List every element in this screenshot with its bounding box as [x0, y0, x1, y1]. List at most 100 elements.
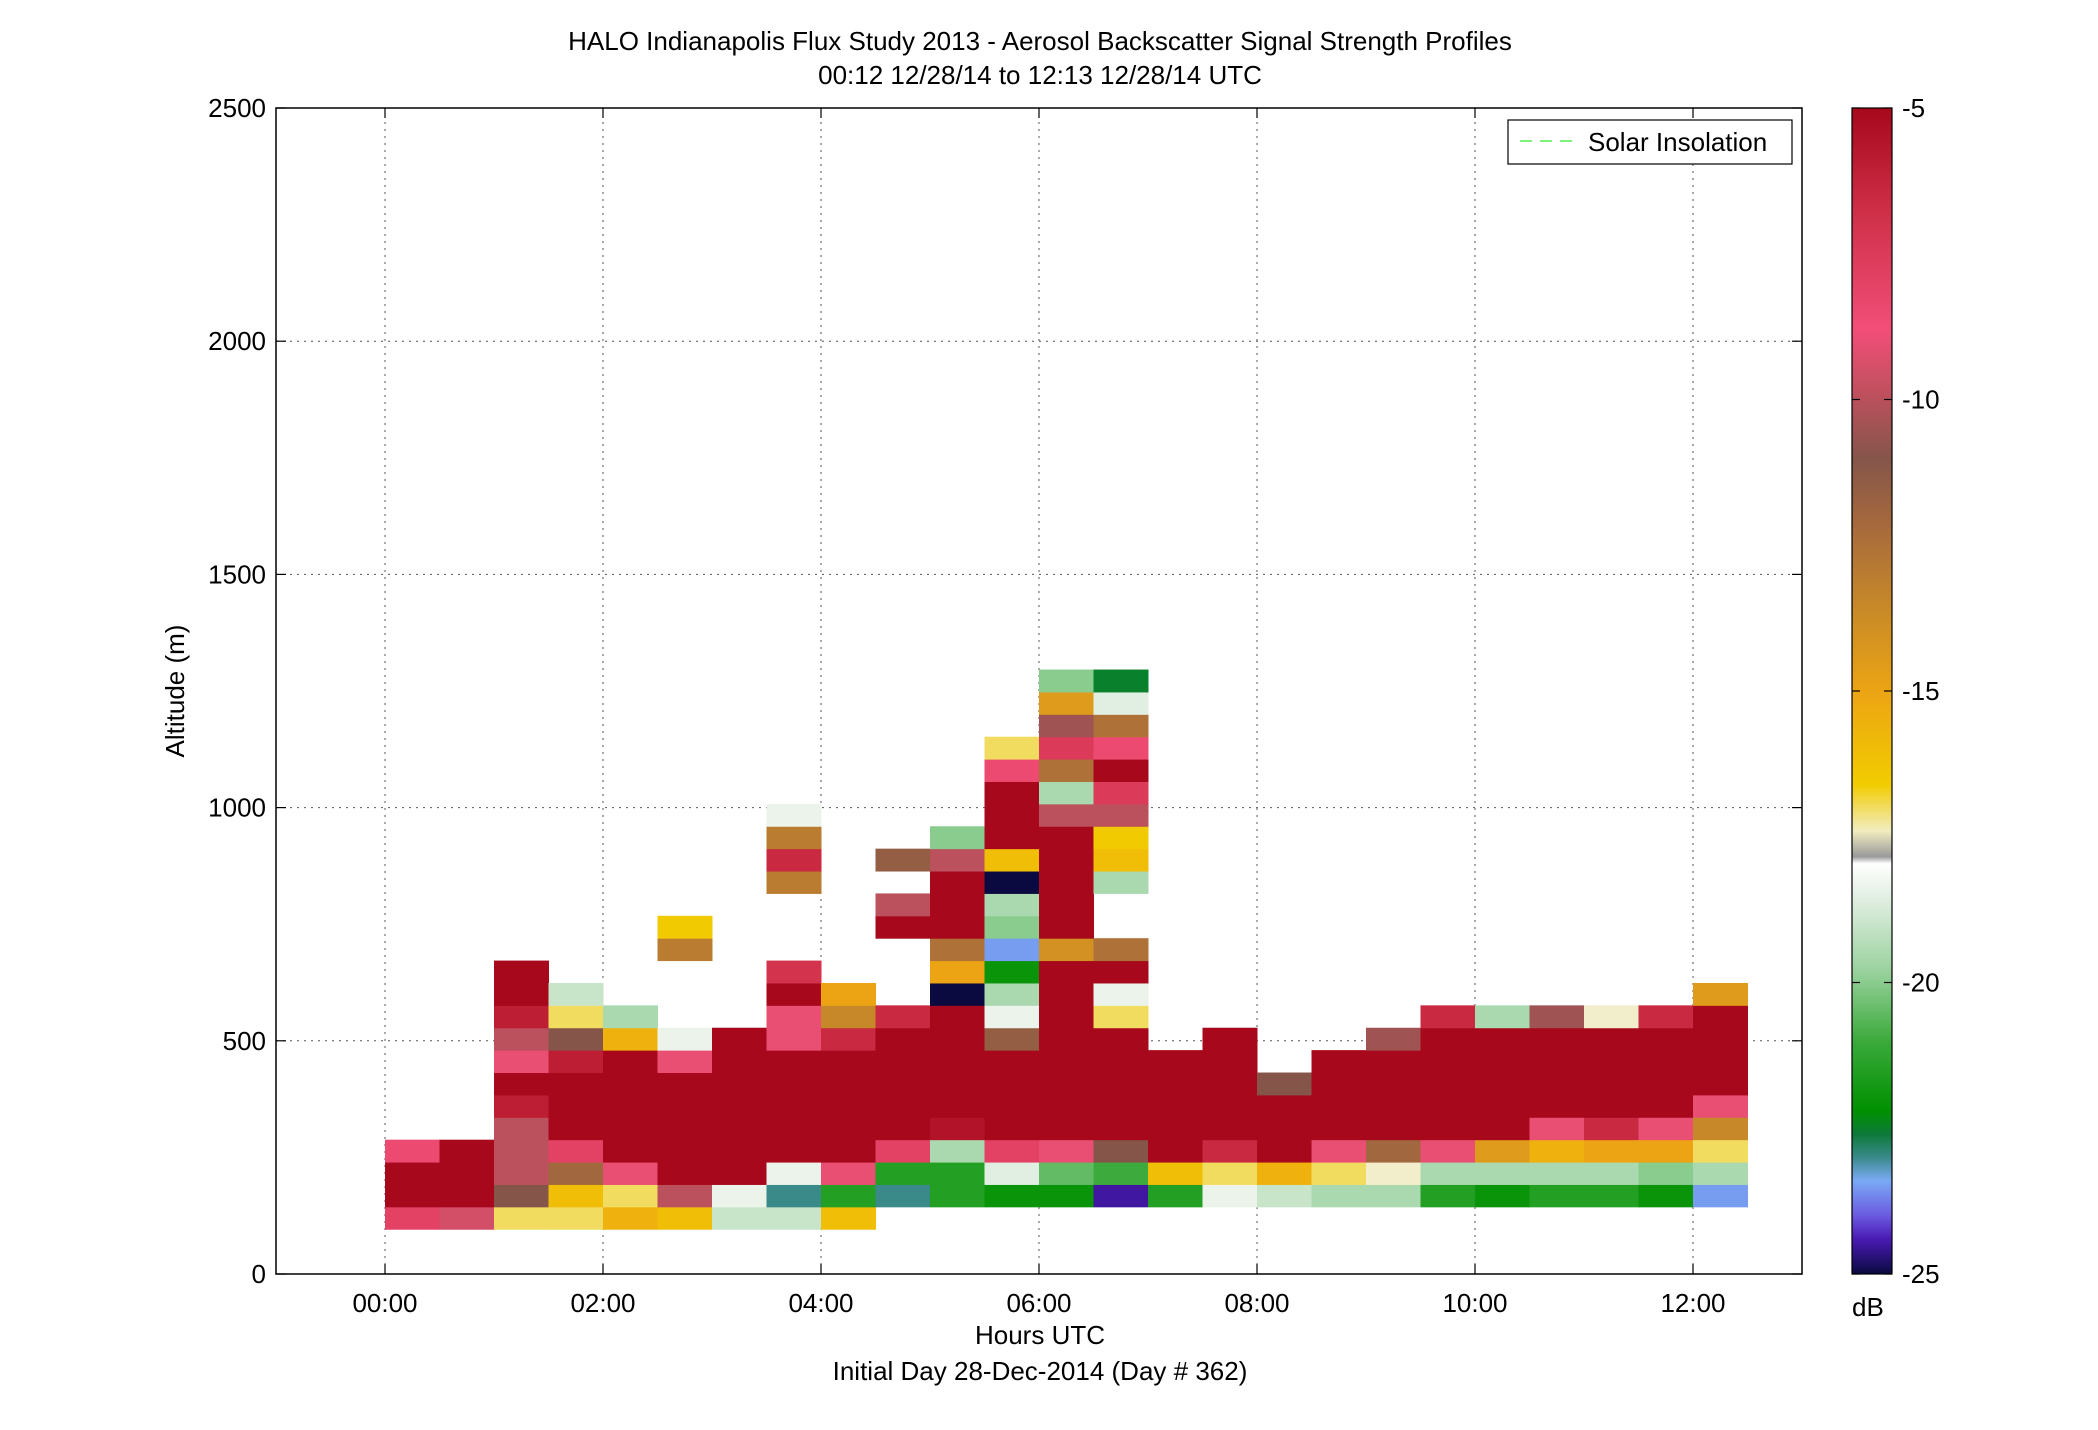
heatmap-cell	[930, 1050, 985, 1074]
heatmap-cell	[712, 1027, 767, 1051]
heatmap-cell	[1311, 1139, 1367, 1163]
chart-subtitle: 00:12 12/28/14 to 12:13 12/28/14 UTC	[818, 60, 1262, 90]
heatmap-cell	[1039, 893, 1094, 917]
heatmap-cell	[930, 1162, 985, 1185]
y-tick-label: 500	[223, 1026, 266, 1056]
heatmap-cell	[930, 871, 985, 894]
heatmap-cell	[494, 1117, 549, 1141]
heatmap-cell	[1039, 1139, 1094, 1163]
heatmap-cell	[1638, 1094, 1694, 1118]
heatmap-cell	[1529, 1050, 1585, 1074]
heatmap-cell	[984, 1072, 1040, 1096]
heatmap-cell	[984, 893, 1040, 917]
heatmap-cell	[1420, 1139, 1476, 1163]
heatmap-cell	[657, 1094, 713, 1118]
heatmap-cell	[385, 1162, 440, 1185]
heatmap-cell	[984, 1005, 1040, 1029]
heatmap-cell	[494, 1184, 549, 1208]
heatmap-cell	[1475, 1139, 1530, 1163]
heatmap-cell	[1693, 1005, 1748, 1029]
heatmap-cell	[930, 938, 985, 962]
heatmap-cell	[1093, 1117, 1149, 1141]
heatmap-cell	[548, 1162, 604, 1185]
heatmap-cell	[1148, 1184, 1203, 1208]
heatmap-cell	[1093, 1162, 1149, 1185]
heatmap-cell	[603, 1139, 658, 1163]
heatmap-cell	[1093, 1094, 1149, 1118]
heatmap-cell	[1475, 1094, 1530, 1118]
heatmap-cell	[1638, 1027, 1694, 1051]
heatmap-cell	[657, 938, 713, 962]
heatmap-cell	[1366, 1027, 1421, 1051]
heatmap-cell	[821, 1094, 876, 1118]
heatmap-cell	[657, 1072, 713, 1096]
heatmap-cell	[1039, 714, 1094, 738]
heatmap-cell	[1529, 1184, 1585, 1208]
heatmap-cell	[1093, 938, 1149, 962]
heatmap-cell	[1693, 1139, 1748, 1163]
heatmap-cell	[1366, 1050, 1421, 1074]
heatmap-cell	[657, 1162, 713, 1185]
legend: Solar Insolation	[1507, 119, 1793, 165]
heatmap-cell	[1039, 736, 1094, 760]
heatmap-cell	[1039, 1005, 1094, 1029]
heatmap-cell	[1366, 1117, 1421, 1141]
heatmap-cell	[1093, 781, 1149, 805]
heatmap-cell	[930, 1094, 985, 1118]
y-tick-label: 1000	[208, 793, 266, 823]
heatmap-cell	[1093, 669, 1149, 693]
heatmap-cell	[494, 1139, 549, 1163]
x-tick-label: 08:00	[1224, 1288, 1289, 1318]
heatmap-cell	[1257, 1072, 1312, 1096]
heatmap-cell	[984, 982, 1040, 1006]
heatmap-cell	[821, 1117, 876, 1141]
heatmap-cell	[875, 1027, 931, 1051]
heatmap-cell	[1311, 1184, 1367, 1208]
heatmap-cell	[766, 1050, 822, 1074]
heatmap-cell	[1311, 1050, 1367, 1074]
heatmap-cell	[1529, 1117, 1585, 1141]
heatmap-cell	[657, 915, 713, 939]
heatmap-cell	[1475, 1162, 1530, 1185]
heatmap-cell	[603, 1206, 658, 1230]
heatmap-cell	[1529, 1162, 1585, 1185]
heatmap-cell	[1148, 1072, 1203, 1096]
heatmap-cell	[930, 826, 985, 850]
heatmap-cell	[1093, 1184, 1149, 1208]
heatmap-cell	[766, 1139, 822, 1163]
heatmap-cell	[1039, 1162, 1094, 1185]
heatmap-cell	[1475, 1005, 1530, 1029]
colorbar-tick-label: -10	[1902, 385, 1940, 415]
heatmap-cell	[1529, 1072, 1585, 1096]
heatmap-cell	[766, 848, 822, 872]
heatmap-cell	[1693, 1027, 1748, 1051]
heatmap-cell	[984, 803, 1040, 827]
heatmap-cell	[494, 1005, 549, 1029]
heatmap-cell	[875, 1117, 931, 1141]
heatmap-cell	[494, 1094, 549, 1118]
heatmap-cell	[712, 1094, 767, 1118]
heatmap-cell	[984, 1094, 1040, 1118]
heatmap-cell	[1039, 960, 1094, 984]
heatmap-cell	[548, 1027, 604, 1051]
x-tick-label: 06:00	[1006, 1288, 1071, 1318]
heatmap-cell	[766, 960, 822, 984]
heatmap-cell	[984, 1184, 1040, 1208]
heatmap-cell	[1584, 1184, 1639, 1208]
heatmap-cell	[712, 1162, 767, 1185]
colorbar-tick-label: -5	[1902, 93, 1925, 123]
heatmap-cell	[1693, 1117, 1748, 1141]
heatmap-cell	[1039, 1094, 1094, 1118]
heatmap-cell	[1693, 1072, 1748, 1096]
heatmap-cell	[930, 1117, 985, 1141]
x-tick-label: 10:00	[1442, 1288, 1507, 1318]
chart-title: HALO Indianapolis Flux Study 2013 - Aero…	[568, 26, 1512, 56]
heatmap-cell	[657, 1117, 713, 1141]
heatmap-cell	[766, 1117, 822, 1141]
heatmap-cell	[1420, 1162, 1476, 1185]
heatmap-cell	[1202, 1027, 1258, 1051]
heatmap-cell	[1529, 1005, 1585, 1029]
heatmap-cell	[548, 982, 604, 1006]
heatmap-cell	[1529, 1094, 1585, 1118]
